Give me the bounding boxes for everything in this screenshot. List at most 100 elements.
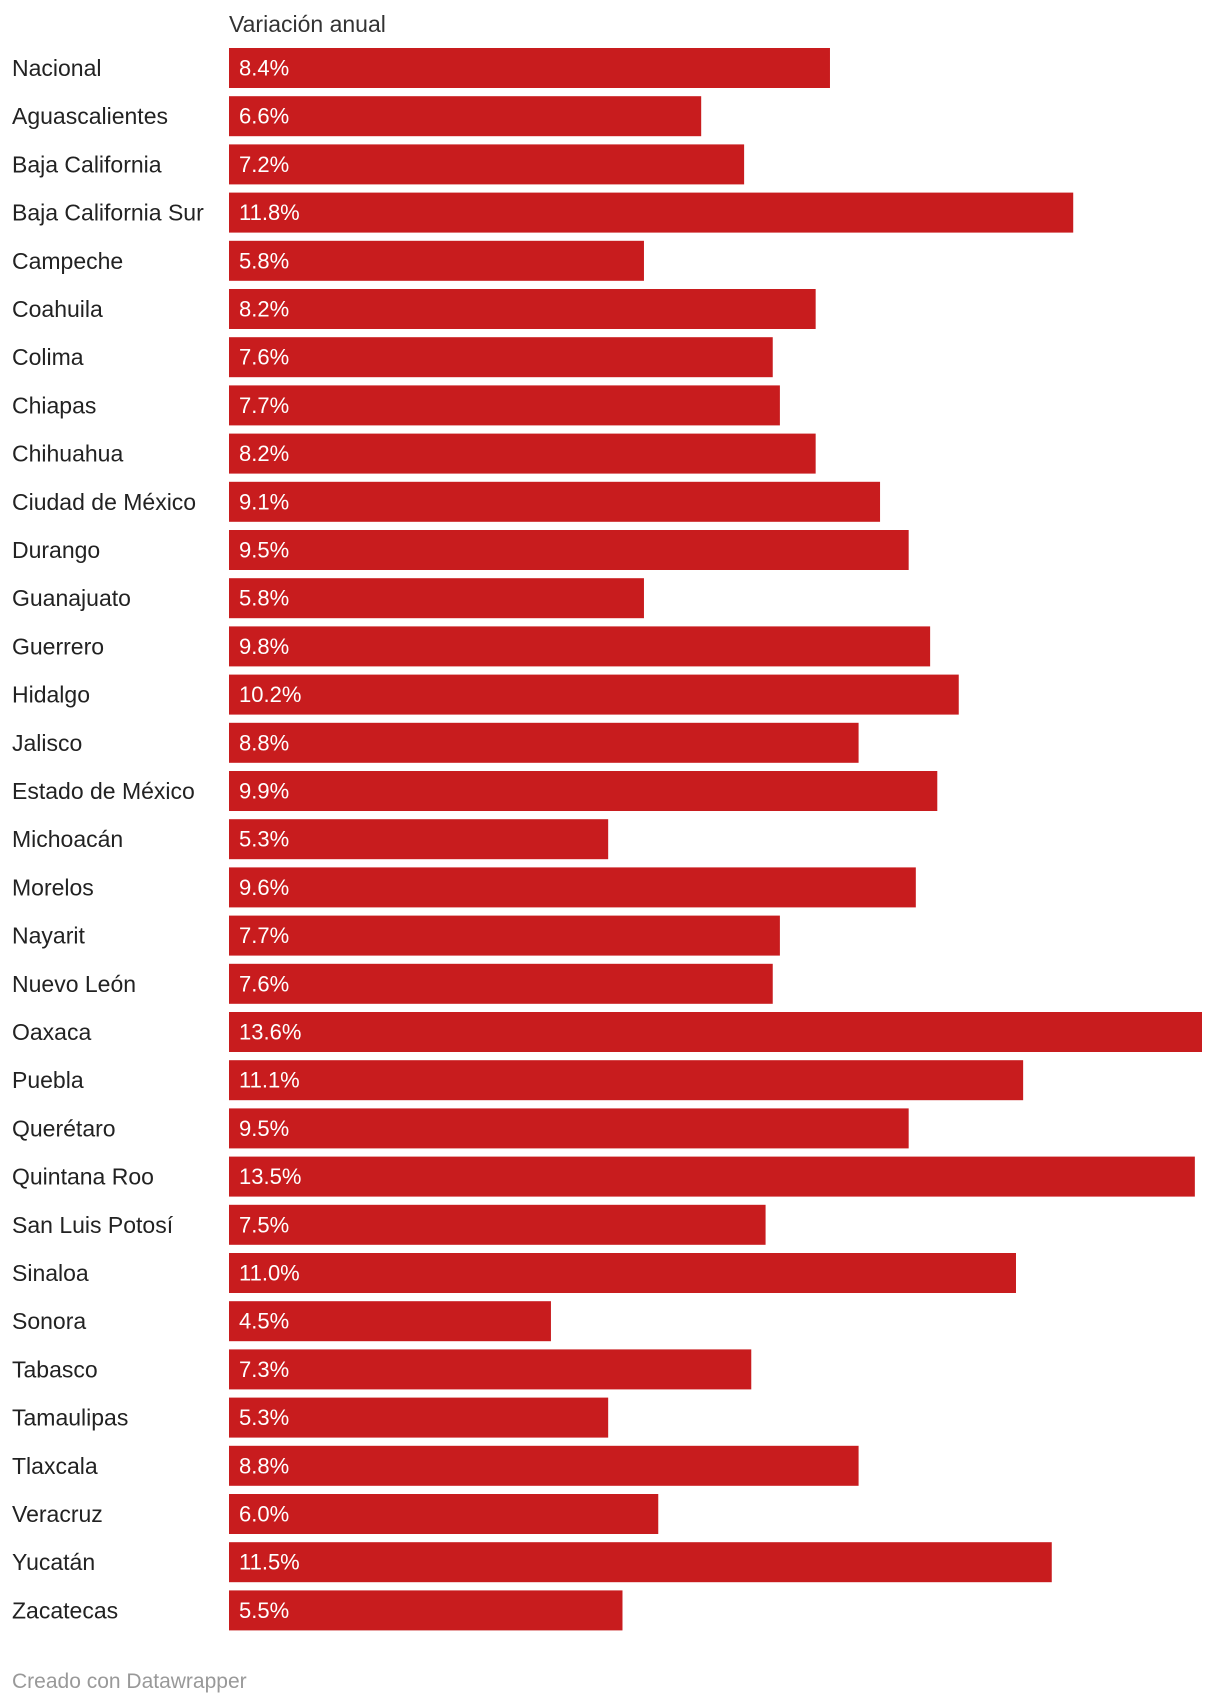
- value-label: 11.1%: [239, 1068, 300, 1093]
- value-label: 6.0%: [239, 1502, 289, 1527]
- bar-row: Yucatán 11.5%: [12, 1542, 1052, 1583]
- category-label: Durango: [12, 537, 100, 563]
- bar: [229, 96, 702, 137]
- value-label: 11.5%: [239, 1550, 300, 1575]
- category-label: Nuevo León: [12, 971, 136, 997]
- category-label: Sinaloa: [12, 1260, 89, 1286]
- bar-row: Quintana Roo 13.5%: [12, 1156, 1195, 1197]
- bar: [229, 722, 859, 763]
- bar: [229, 337, 773, 378]
- bar: [229, 1253, 1016, 1293]
- bars-group: Nacional 8.4% Aguascalientes 6.6% Baja Calif…: [12, 48, 1202, 1631]
- category-label: Baja California Sur: [12, 200, 204, 226]
- category-label: Aguascalientes: [12, 103, 168, 129]
- bar-row: Nayarit 7.7%: [12, 915, 780, 956]
- bar-row: Guerrero 9.8%: [12, 626, 931, 667]
- bar: [229, 530, 909, 570]
- footer-credit: Creado con Datawrapper: [12, 1670, 247, 1693]
- category-label: Puebla: [12, 1067, 84, 1093]
- value-label: 11.0%: [239, 1261, 300, 1286]
- bar-row: San Luis Potosí 7.5%: [12, 1204, 766, 1245]
- bar: [229, 771, 938, 811]
- bar: [229, 1542, 1052, 1583]
- category-label: Chihuahua: [12, 441, 123, 467]
- bar: [229, 1301, 551, 1342]
- bar: [229, 1108, 909, 1149]
- value-label: 7.5%: [239, 1212, 289, 1237]
- value-label: 10.2%: [239, 682, 301, 707]
- bar-row: Morelos 9.6%: [12, 867, 916, 908]
- category-label: Oaxaca: [12, 1019, 91, 1045]
- category-label: Hidalgo: [12, 682, 90, 708]
- value-label: 8.2%: [239, 441, 289, 466]
- bar-row: Estado de México 9.9%: [12, 771, 938, 811]
- category-label: Baja California: [12, 151, 162, 177]
- bar: [229, 674, 959, 715]
- category-label: Jalisco: [12, 730, 82, 756]
- category-label: Sonora: [12, 1308, 86, 1334]
- bar-row: Tlaxcala 8.8%: [12, 1445, 859, 1486]
- category-label: Estado de México: [12, 778, 195, 804]
- bar: [229, 1494, 659, 1534]
- value-label: 8.8%: [239, 730, 289, 755]
- category-label: San Luis Potosí: [12, 1212, 174, 1238]
- bar-row: Baja California 7.2%: [12, 144, 745, 185]
- value-label: 7.7%: [239, 923, 289, 948]
- value-label: 5.3%: [239, 1405, 289, 1430]
- value-label: 13.5%: [239, 1164, 301, 1189]
- value-label: 11.8%: [239, 200, 300, 225]
- category-label: Coahuila: [12, 296, 103, 322]
- bar: [229, 1445, 859, 1486]
- bar-row: Querétaro 9.5%: [12, 1108, 909, 1149]
- bar: [229, 192, 1074, 233]
- category-label: Quintana Roo: [12, 1164, 154, 1190]
- category-label: Querétaro: [12, 1115, 116, 1141]
- category-label: Zacatecas: [12, 1597, 118, 1623]
- bar-row: Sonora 4.5%: [12, 1301, 551, 1342]
- value-label: 6.6%: [239, 104, 289, 129]
- category-label: Tlaxcala: [12, 1453, 98, 1479]
- bar-row: Ciudad de México 9.1%: [12, 481, 881, 522]
- bar: [229, 1397, 609, 1438]
- bar-row: Durango 9.5%: [12, 530, 909, 570]
- category-label: Veracruz: [12, 1501, 103, 1527]
- bar-row: Puebla 11.1%: [12, 1060, 1024, 1101]
- bar-row: Chiapas 7.7%: [12, 385, 780, 426]
- value-label: 5.8%: [239, 586, 289, 611]
- bar-row: Nuevo León 7.6%: [12, 963, 773, 1004]
- category-label: Colima: [12, 344, 84, 370]
- value-label: 9.9%: [239, 779, 289, 804]
- value-label: 9.1%: [239, 489, 289, 514]
- bar-row: Oaxaca 13.6%: [12, 1012, 1202, 1052]
- value-label: 8.4%: [239, 56, 289, 81]
- value-label: 9.5%: [239, 538, 289, 563]
- category-label: Yucatán: [12, 1549, 95, 1575]
- bar-row: Baja California Sur 11.8%: [12, 192, 1074, 233]
- category-label: Morelos: [12, 874, 94, 900]
- bar: [229, 915, 780, 956]
- category-label: Ciudad de México: [12, 489, 196, 515]
- bar: [229, 48, 830, 88]
- bar: [229, 578, 644, 619]
- value-label: 9.8%: [239, 634, 289, 659]
- value-label: 5.8%: [239, 248, 289, 273]
- value-label: 7.6%: [239, 345, 289, 370]
- bar: [229, 1012, 1202, 1052]
- value-label: 8.8%: [239, 1453, 289, 1478]
- bar: [229, 289, 816, 329]
- category-label: Chiapas: [12, 392, 96, 418]
- bar-row: Sinaloa 11.0%: [12, 1253, 1016, 1293]
- value-label: 9.6%: [239, 875, 289, 900]
- bar-row: Colima 7.6%: [12, 337, 773, 378]
- bar-row: Tamaulipas 5.3%: [12, 1397, 609, 1438]
- category-label: Nacional: [12, 55, 102, 81]
- value-label: 9.5%: [239, 1116, 289, 1141]
- bar: [229, 1156, 1195, 1197]
- bar-row: Chihuahua 8.2%: [12, 433, 816, 474]
- category-label: Guerrero: [12, 633, 104, 659]
- category-label: Michoacán: [12, 826, 123, 852]
- value-label: 5.3%: [239, 827, 289, 852]
- bar: [229, 385, 780, 426]
- value-label: 7.2%: [239, 152, 289, 177]
